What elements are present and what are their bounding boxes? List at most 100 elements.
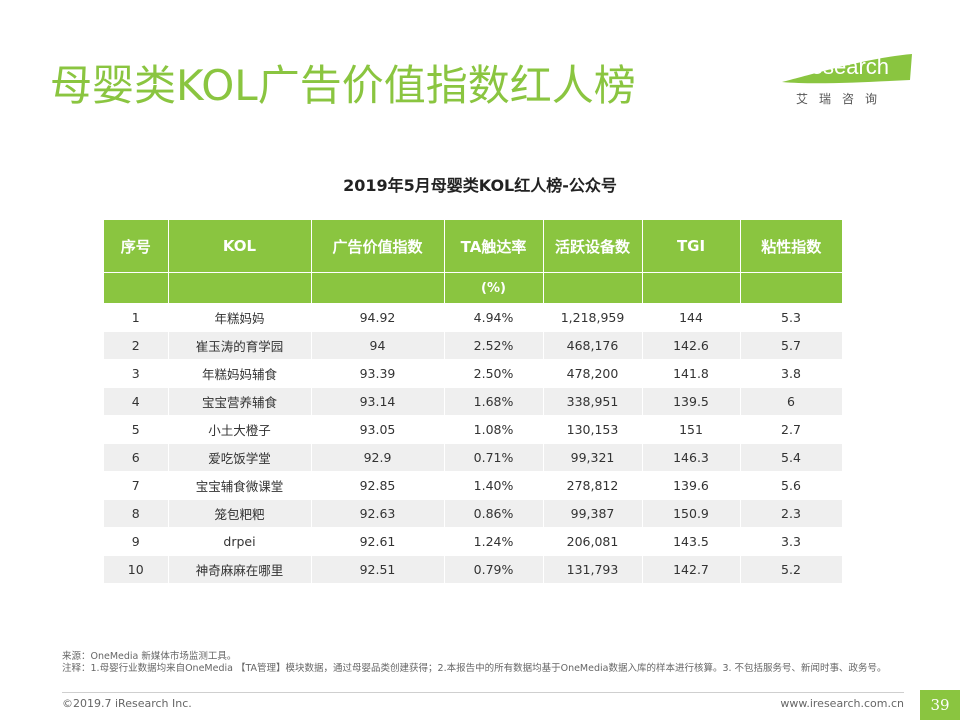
cell-stickiness: 2.3 (740, 499, 843, 528)
col-header-kol: KOL (168, 220, 312, 273)
cell-ta-reach: 1.40% (444, 471, 544, 500)
cell-active-devices: 478,200 (543, 359, 643, 388)
page-number: 39 (920, 690, 960, 720)
cell-kol: 宝宝营养辅食 (168, 387, 312, 416)
cell-ad-value: 94 (311, 331, 445, 360)
cell-stickiness: 2.7 (740, 415, 843, 444)
cell-active-devices: 206,081 (543, 527, 643, 556)
cell-ta-reach: 2.52% (444, 331, 544, 360)
cell-tgi: 139.5 (642, 387, 741, 416)
cell-ad-value: 92.63 (311, 499, 445, 528)
unit-cell (543, 272, 643, 304)
cell-ta-reach: 0.86% (444, 499, 544, 528)
cell-kol: 笼包粑粑 (168, 499, 312, 528)
col-header-rank: 序号 (104, 220, 169, 273)
cell-stickiness: 5.3 (740, 303, 843, 332)
cell-tgi: 141.8 (642, 359, 741, 388)
cell-tgi: 142.7 (642, 555, 741, 583)
col-header-tgi: TGI (642, 220, 741, 273)
unit-cell (642, 272, 741, 304)
cell-ta-reach: 1.68% (444, 387, 544, 416)
table-header-row: 序号 KOL 广告价值指数 TA触达率 活跃设备数 TGI 粘性指数 (104, 220, 842, 273)
cell-rank: 2 (104, 331, 169, 360)
unit-cell (740, 272, 842, 304)
table-row: 1 年糕妈妈 94.92 4.94% 1,218,959 144 5.3 (104, 303, 843, 332)
cell-rank: 5 (104, 415, 169, 444)
table-row: 3 年糕妈妈辅食 93.39 2.50% 478,200 141.8 3.8 (104, 359, 843, 388)
table-title: 2019年5月母婴类KOL红人榜-公众号 (343, 176, 617, 195)
unit-cell-percent: (%) (444, 272, 544, 304)
cell-stickiness: 3.8 (740, 359, 843, 388)
cell-tgi: 151 (642, 415, 741, 444)
website-url: www.iresearch.com.cn (780, 697, 904, 710)
source-note: 来源：OneMedia 新媒体市场监测工具。 (62, 651, 237, 662)
unit-cell (311, 272, 445, 304)
cell-tgi: 143.5 (642, 527, 741, 556)
cell-kol: 年糕妈妈 (168, 303, 312, 332)
col-header-ta-reach: TA触达率 (444, 220, 544, 273)
annotation-note: 注释：1.母婴行业数据均来自OneMedia 【TA管理】模块数据，通过母婴品类… (62, 663, 887, 674)
table-row: 5 小土大橙子 93.05 1.08% 130,153 151 2.7 (104, 415, 843, 444)
cell-active-devices: 130,153 (543, 415, 643, 444)
cell-rank: 9 (104, 527, 169, 556)
table-row: 2 崔玉涛的育学园 94 2.52% 468,176 142.6 5.7 (104, 331, 843, 360)
cell-tgi: 139.6 (642, 471, 741, 500)
table-row: 9 drpei 92.61 1.24% 206,081 143.5 3.3 (104, 527, 843, 556)
cell-ad-value: 93.05 (311, 415, 445, 444)
cell-ta-reach: 0.79% (444, 555, 544, 583)
cell-tgi: 144 (642, 303, 741, 332)
cell-stickiness: 6 (740, 387, 843, 416)
iresearch-logo: iResearch 艾瑞咨询 (776, 52, 916, 112)
cell-stickiness: 5.6 (740, 471, 843, 500)
cell-kol: 小土大橙子 (168, 415, 312, 444)
cell-kol: drpei (168, 527, 312, 556)
cell-rank: 6 (104, 443, 169, 472)
cell-kol: 宝宝辅食微课堂 (168, 471, 312, 500)
cell-kol: 爱吃饭学堂 (168, 443, 312, 472)
col-header-active-devices: 活跃设备数 (543, 220, 643, 273)
table-row: 8 笼包粑粑 92.63 0.86% 99,387 150.9 2.3 (104, 499, 843, 528)
cell-stickiness: 3.3 (740, 527, 843, 556)
cell-active-devices: 468,176 (543, 331, 643, 360)
cell-active-devices: 338,951 (543, 387, 643, 416)
cell-ad-value: 92.51 (311, 555, 445, 583)
cell-ta-reach: 4.94% (444, 303, 544, 332)
logo-subtext: 艾瑞咨询 (796, 92, 889, 106)
table-row: 10 神奇麻麻在哪里 92.51 0.79% 131,793 142.7 5.2 (104, 555, 843, 583)
footer-divider (62, 692, 904, 693)
cell-ad-value: 92.85 (311, 471, 445, 500)
cell-rank: 1 (104, 303, 169, 332)
cell-rank: 4 (104, 387, 169, 416)
unit-cell (168, 272, 312, 304)
cell-stickiness: 5.4 (740, 443, 843, 472)
table-row: 4 宝宝营养辅食 93.14 1.68% 338,951 139.5 6 (104, 387, 843, 416)
cell-kol: 崔玉涛的育学园 (168, 331, 312, 360)
cell-stickiness: 5.2 (740, 555, 843, 583)
cell-tgi: 146.3 (642, 443, 741, 472)
col-header-ad-value: 广告价值指数 (311, 220, 445, 273)
cell-ad-value: 92.61 (311, 527, 445, 556)
cell-rank: 8 (104, 499, 169, 528)
table-row: 6 爱吃饭学堂 92.9 0.71% 99,321 146.3 5.4 (104, 443, 843, 472)
cell-rank: 3 (104, 359, 169, 388)
table-unit-row: (%) (104, 272, 842, 304)
cell-kol: 神奇麻麻在哪里 (168, 555, 312, 583)
cell-tgi: 142.6 (642, 331, 741, 360)
logo-swoosh-icon (782, 54, 912, 84)
unit-cell (104, 272, 169, 304)
cell-kol: 年糕妈妈辅食 (168, 359, 312, 388)
cell-ta-reach: 2.50% (444, 359, 544, 388)
cell-active-devices: 278,812 (543, 471, 643, 500)
logo-text: iResearch (790, 54, 890, 79)
copyright: ©2019.7 iResearch Inc. (62, 697, 192, 710)
footnotes: 来源：OneMedia 新媒体市场监测工具。 注释：1.母婴行业数据均来自One… (62, 651, 922, 675)
kol-ranking-table: 序号 KOL 广告价值指数 TA触达率 活跃设备数 TGI 粘性指数 (%) 1… (104, 220, 843, 583)
cell-tgi: 150.9 (642, 499, 741, 528)
cell-ad-value: 93.39 (311, 359, 445, 388)
table-body: 1 年糕妈妈 94.92 4.94% 1,218,959 144 5.3 2 崔玉涛的育学园 94… (104, 303, 843, 583)
cell-ad-value: 92.9 (311, 443, 445, 472)
cell-ad-value: 94.92 (311, 303, 445, 332)
cell-active-devices: 131,793 (543, 555, 643, 583)
col-header-stickiness: 粘性指数 (740, 220, 842, 273)
cell-ad-value: 93.14 (311, 387, 445, 416)
